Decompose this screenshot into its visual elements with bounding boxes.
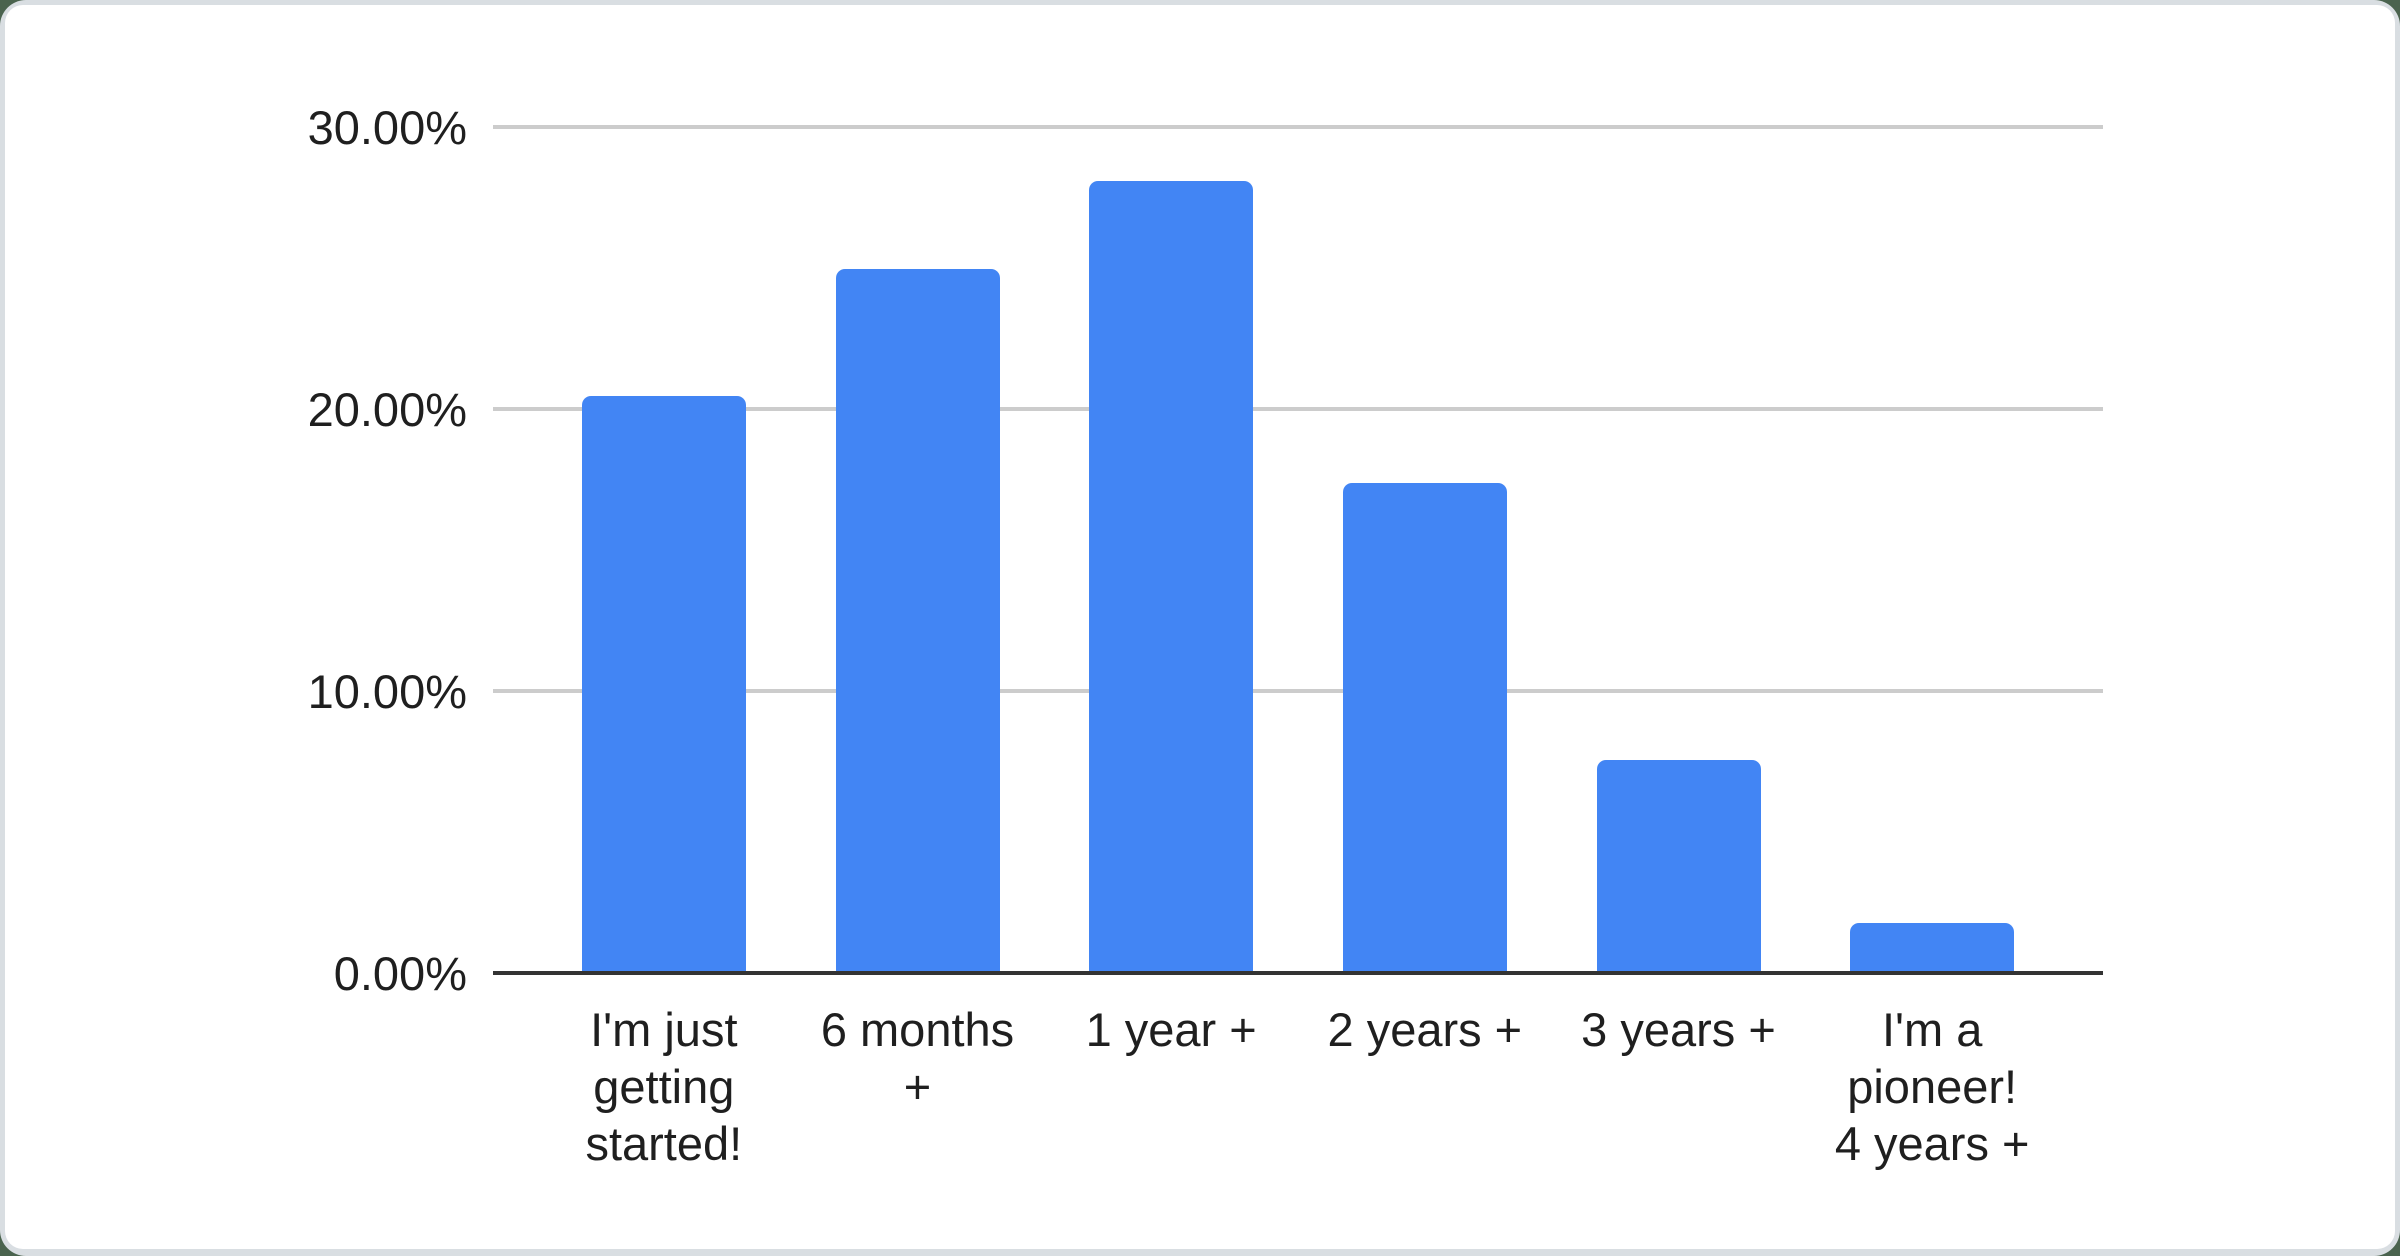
bar-chart-plot-area	[493, 125, 2103, 975]
gridline-30.00%	[493, 125, 2103, 129]
bar-2-years-	[1342, 483, 1507, 971]
y-axis-tick-label: 0.00%	[333, 947, 467, 1000]
bar-1-year-	[1089, 181, 1254, 971]
chart-card: 30.00% 20.00% 10.00% 0.00% I'm just getting …	[5, 5, 2395, 1249]
bar-i-m-a-pioneer-4-years-	[1850, 923, 2015, 971]
bar-6-months-	[835, 268, 1000, 971]
x-axis-category-label: 2 years +	[1327, 1003, 1523, 1056]
bar-3-years-	[1596, 759, 1761, 971]
y-axis-tick-label: 30.00%	[307, 101, 467, 154]
x-axis-category-label: 3 years +	[1581, 1003, 1776, 1056]
x-axis-line	[493, 971, 2103, 975]
x-axis-category-label: I'm a pioneer! 4 years +	[1834, 1003, 2030, 1170]
y-axis-tick-label: 20.00%	[307, 383, 467, 436]
x-axis-category-label: I'm just getting started!	[585, 1003, 743, 1170]
x-axis-category-label: 6 months +	[820, 1003, 1015, 1113]
gridline-10.00%	[493, 689, 2103, 693]
bar-i-m-just-getting-started-	[581, 395, 746, 971]
gridline-20.00%	[493, 407, 2103, 411]
y-axis-tick-label: 10.00%	[307, 665, 467, 718]
x-axis-category-label: 1 year +	[1085, 1003, 1257, 1056]
